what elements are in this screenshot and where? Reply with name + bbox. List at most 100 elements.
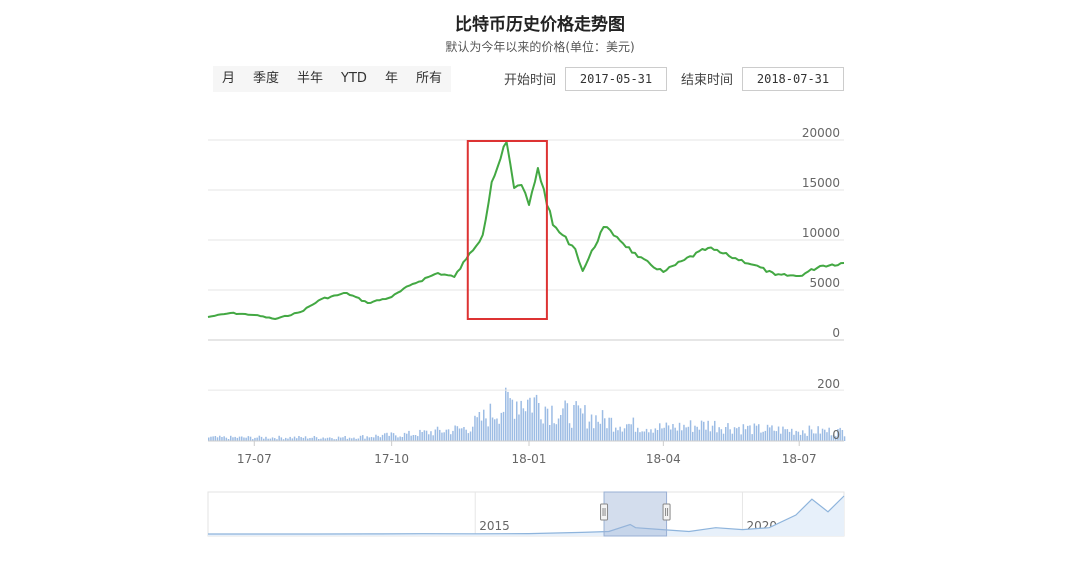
volume-bar: [344, 436, 346, 441]
volume-bar: [243, 437, 245, 441]
volume-bar: [322, 437, 324, 441]
volume-bar: [562, 408, 564, 441]
price-y-axis: 0 5000 10000 15000 20000: [802, 126, 840, 340]
volume-bar: [483, 409, 485, 441]
volume-bar: [225, 437, 228, 441]
volume-bar: [791, 428, 793, 441]
volume-bar: [597, 421, 599, 441]
volume-bar: [725, 427, 727, 441]
navigator-selection[interactable]: [603, 491, 668, 537]
volume-bar: [795, 430, 797, 441]
volume-bar: [311, 437, 313, 441]
volume-bar: [509, 398, 511, 441]
volume-bar: [740, 434, 742, 441]
volume-bar: [773, 430, 775, 441]
volume-bar: [388, 435, 390, 441]
volume-bar: [652, 432, 654, 441]
price-line: [207, 141, 845, 320]
volume-bar: [289, 436, 291, 441]
navigator-left-handle[interactable]: [600, 503, 609, 521]
volume-bar: [368, 437, 371, 441]
volume-bar: [441, 432, 443, 441]
volume-bar: [685, 427, 687, 441]
volume-bar: [342, 437, 344, 441]
volume-bar: [214, 436, 217, 441]
volume-bar: [419, 429, 421, 441]
volume-bar: [395, 435, 397, 441]
volume-bar: [626, 424, 628, 441]
range-button-half-year[interactable]: 半年: [297, 71, 324, 86]
volume-bar: [663, 427, 665, 441]
start-date-input[interactable]: [565, 67, 667, 91]
volume-bar: [793, 434, 795, 441]
volume-bar: [313, 436, 316, 441]
volume-bar: [428, 434, 430, 441]
volume-bar: [654, 428, 657, 441]
volume-bar: [670, 429, 672, 441]
volume-bar: [439, 429, 441, 441]
volume-bar: [518, 414, 520, 441]
volume-bar: [406, 433, 408, 441]
volume-bar: [502, 411, 505, 441]
volume-bar: [221, 437, 223, 441]
volume-bar: [535, 394, 538, 441]
volume-bar: [555, 424, 558, 441]
volume-bar: [384, 433, 386, 441]
volume-bar: [478, 412, 481, 441]
end-date-input[interactable]: [742, 67, 844, 91]
volume-bar: [747, 425, 749, 441]
volume-bar: [720, 429, 723, 441]
price-y-tick-label: 10000: [802, 226, 840, 240]
range-button-year[interactable]: 年: [384, 71, 398, 86]
range-button-month[interactable]: 月: [222, 71, 236, 86]
volume-bar: [659, 423, 661, 441]
volume-bar: [606, 428, 608, 441]
range-button-all[interactable]: 所有: [415, 71, 442, 86]
volume-bar: [678, 422, 681, 441]
volume-bar: [637, 427, 639, 441]
volume-bar: [463, 427, 465, 441]
navigator-right-handle[interactable]: [662, 503, 671, 521]
volume-bar: [687, 426, 690, 441]
volume-bar: [291, 438, 294, 441]
price-y-tick-label: 15000: [802, 176, 840, 190]
volume-bar: [232, 437, 234, 441]
volume-bar: [766, 424, 769, 441]
volume-bar: [590, 414, 593, 441]
volume-bar: [661, 428, 663, 441]
volume-bar: [254, 437, 256, 441]
volume-bar: [703, 421, 705, 441]
range-button-ytd[interactable]: YTD: [341, 71, 367, 86]
volume-bar: [300, 437, 302, 441]
volume-bar: [513, 418, 516, 441]
volume-bar: [786, 429, 789, 441]
volume-bar: [621, 431, 624, 441]
volume-bar: [293, 436, 296, 441]
volume-bar: [309, 438, 311, 441]
volume-bar: [397, 437, 399, 441]
volume-bar: [742, 424, 745, 441]
volume-bar: [830, 435, 833, 441]
volume-bar: [247, 436, 250, 441]
volume-bar: [782, 426, 784, 441]
volume-bar: [318, 439, 320, 441]
volume-bar: [560, 415, 562, 441]
volume-bar: [210, 436, 212, 441]
volume-bar: [797, 431, 800, 441]
volume-y-axis: 0 200: [208, 377, 844, 442]
volume-bar: [709, 431, 712, 441]
volume-bar: [777, 426, 780, 441]
volume-bar: [619, 426, 621, 441]
volume-bar: [599, 423, 602, 441]
volume-bar: [498, 423, 500, 441]
x-tick-label: 18-04: [646, 452, 681, 466]
volume-bar: [355, 438, 357, 441]
volume-bar: [390, 432, 393, 441]
volume-bar: [755, 425, 758, 441]
date-x-axis: 17-07 17-10 18-01 18-04 18-07: [237, 441, 817, 466]
highlight-box: [466, 140, 548, 320]
volume-bar: [381, 434, 384, 441]
volume-bar: [758, 424, 760, 441]
volume-bar: [265, 436, 267, 441]
range-button-quarter[interactable]: 季度: [253, 71, 280, 86]
